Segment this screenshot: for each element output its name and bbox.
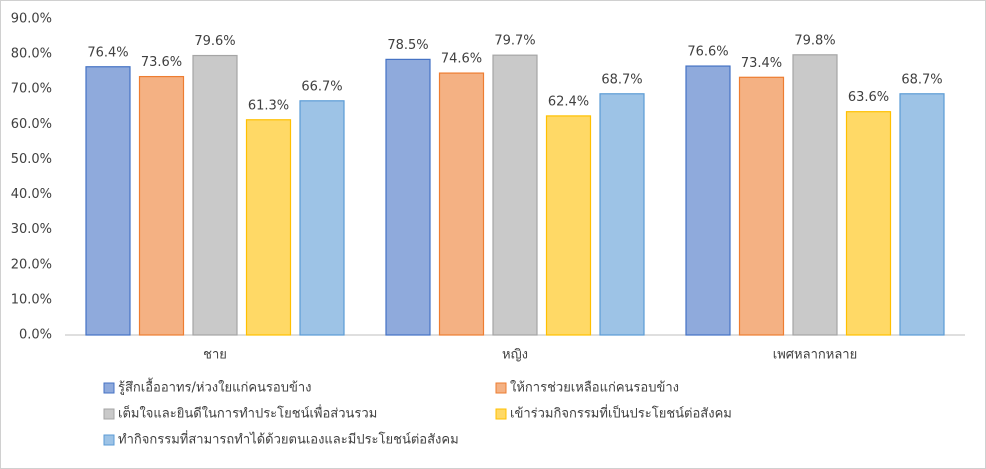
- bar: [299, 100, 345, 336]
- y-tick-label: 70.0%: [11, 82, 52, 97]
- data-label: 79.7%: [494, 34, 535, 49]
- bar: [599, 93, 645, 336]
- data-label: 73.4%: [741, 56, 782, 71]
- bar: [245, 119, 292, 336]
- data-label: 62.4%: [548, 94, 589, 109]
- legend-swatch: [495, 382, 507, 394]
- data-label: 61.3%: [248, 98, 289, 113]
- legend-label: ทำกิจกรรมที่สามารถทำได้ด้วยตนเองและมีประ…: [118, 431, 459, 448]
- data-label: 63.6%: [848, 90, 889, 105]
- y-tick-label: 20.0%: [11, 257, 52, 272]
- bar: [438, 72, 485, 336]
- bar: [492, 54, 538, 336]
- bar: [845, 111, 892, 336]
- data-label: 68.7%: [601, 72, 642, 87]
- data-label: 68.7%: [901, 72, 942, 87]
- y-tick-label: 0.0%: [19, 328, 52, 343]
- bar: [545, 115, 592, 336]
- y-tick-label: 60.0%: [11, 117, 52, 132]
- data-label: 79.6%: [194, 34, 235, 49]
- data-label: 74.6%: [441, 52, 482, 67]
- x-tick-label: เพศหลากหลาย: [773, 348, 857, 363]
- legend-label: รู้สึกเอื้ออาทร/ห่วงใยแก่คนรอบข้าง: [118, 378, 311, 396]
- legend-swatch: [103, 382, 115, 394]
- data-label: 79.8%: [794, 33, 835, 48]
- bar: [85, 66, 131, 336]
- legend-swatch: [103, 408, 115, 420]
- legend-swatch: [103, 434, 115, 446]
- bar: [385, 58, 431, 336]
- legend-label: เข้าร่วมกิจกรรมที่เป็นประโยชน์ต่อสังคม: [510, 404, 732, 422]
- legend-label: ให้การช่วยเหลือแก่คนรอบข้าง: [510, 380, 679, 396]
- legend-swatch: [495, 408, 507, 420]
- y-tick-label: 10.0%: [11, 292, 52, 307]
- data-label: 76.6%: [687, 45, 728, 60]
- y-tick-label: 40.0%: [11, 187, 52, 202]
- bar: [899, 93, 945, 336]
- data-label: 66.7%: [301, 79, 342, 94]
- bar: [138, 75, 185, 336]
- y-tick-label: 50.0%: [11, 152, 52, 167]
- legend-label: เต็มใจและยินดีในการทำประโยชน์เพื่อส่วนรว…: [118, 404, 377, 422]
- y-tick-label: 30.0%: [11, 222, 52, 237]
- y-tick-label: 80.0%: [11, 47, 52, 62]
- data-label: 78.5%: [387, 38, 428, 53]
- data-label: 73.6%: [141, 55, 182, 70]
- data-label: 76.4%: [87, 45, 128, 60]
- bar: [792, 54, 838, 336]
- y-tick-label: 90.0%: [11, 12, 52, 27]
- x-tick-label: ชาย: [203, 348, 227, 363]
- bar: [738, 76, 785, 336]
- bar: [192, 54, 238, 336]
- bar: [685, 65, 731, 336]
- x-tick-label: หญิง: [502, 348, 528, 363]
